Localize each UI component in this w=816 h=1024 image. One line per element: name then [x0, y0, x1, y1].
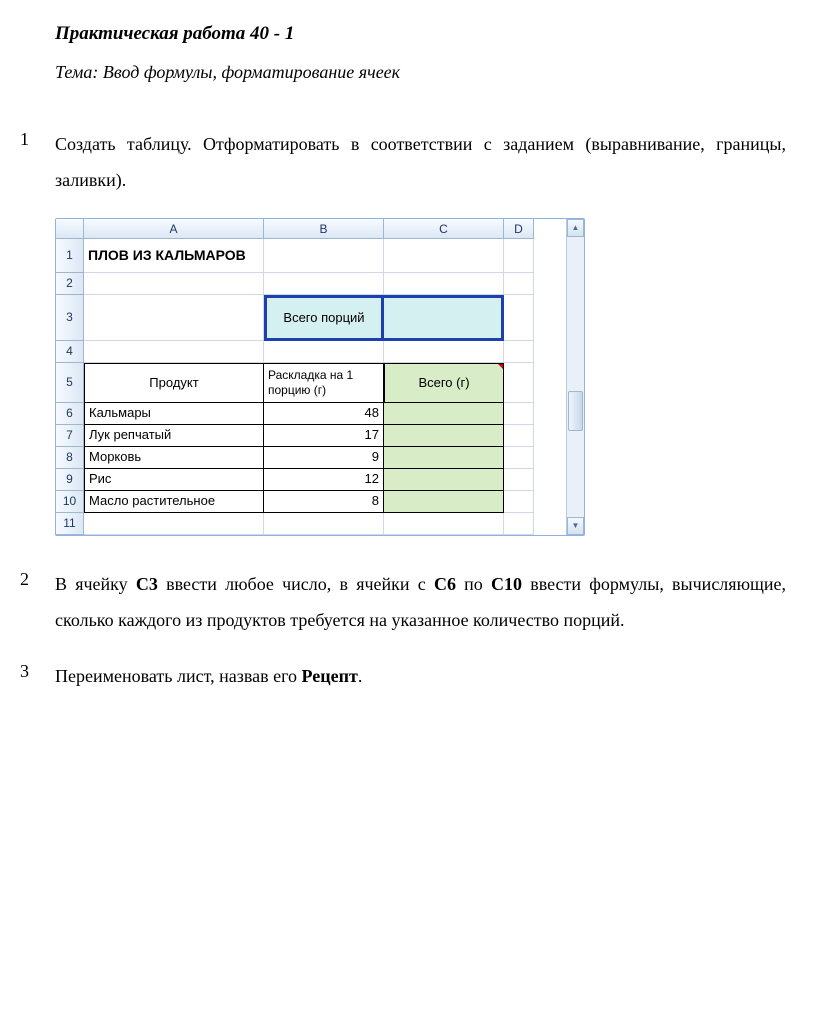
cell-b7[interactable]: 17 — [264, 425, 384, 447]
col-header-a[interactable]: A — [84, 219, 264, 239]
cell-b3[interactable]: Всего порций — [264, 295, 384, 341]
scroll-thumb[interactable] — [568, 391, 583, 431]
cell-b11[interactable] — [264, 513, 384, 535]
cell-c11[interactable] — [384, 513, 504, 535]
t2-bold2: С6 — [434, 574, 456, 594]
cell-b4[interactable] — [264, 341, 384, 363]
cell-a7[interactable]: Лук репчатый — [84, 425, 264, 447]
t2-part2: ввести любое число, в ячейки с — [158, 574, 434, 594]
row-4: 4 — [56, 341, 566, 363]
cell-c8[interactable] — [384, 447, 504, 469]
cell-d1[interactable] — [504, 239, 534, 273]
cell-b5[interactable]: Раскладка на 1 порцию (г) — [264, 363, 384, 403]
doc-title: Практическая работа 40 - 1 — [55, 20, 786, 49]
cell-d3[interactable] — [504, 295, 534, 341]
row-6: 6 Кальмары 48 — [56, 403, 566, 425]
row-header-9[interactable]: 9 — [56, 469, 84, 491]
row-header-10[interactable]: 10 — [56, 491, 84, 513]
cell-d4[interactable] — [504, 341, 534, 363]
col-header-c[interactable]: C — [384, 219, 504, 239]
task-1-num: 1 — [20, 126, 40, 198]
cell-a3[interactable] — [84, 295, 264, 341]
scroll-up-icon[interactable]: ▲ — [567, 219, 584, 237]
task-3-text: Переименовать лист, назвав его Рецепт. — [40, 658, 786, 694]
cell-d9[interactable] — [504, 469, 534, 491]
cell-b6[interactable]: 48 — [264, 403, 384, 425]
cell-a4[interactable] — [84, 341, 264, 363]
cell-a5[interactable]: Продукт — [84, 363, 264, 403]
t3-bold1: Рецепт — [302, 666, 358, 686]
row-header-1[interactable]: 1 — [56, 239, 84, 273]
cell-b10[interactable]: 8 — [264, 491, 384, 513]
vertical-scrollbar[interactable]: ▲ ▼ — [566, 219, 584, 535]
cell-a2[interactable] — [84, 273, 264, 295]
row-header-3[interactable]: 3 — [56, 295, 84, 341]
row-header-2[interactable]: 2 — [56, 273, 84, 295]
cell-c10[interactable] — [384, 491, 504, 513]
row-2: 2 — [56, 273, 566, 295]
cell-b9[interactable]: 12 — [264, 469, 384, 491]
task-2-num: 2 — [20, 566, 40, 638]
cell-d5[interactable] — [504, 363, 534, 403]
row-header-5[interactable]: 5 — [56, 363, 84, 403]
task-2: 2 В ячейку С3 ввести любое число, в ячей… — [20, 566, 786, 638]
cell-c7[interactable] — [384, 425, 504, 447]
row-3: 3 Всего порций — [56, 295, 566, 341]
excel-screenshot: A B C D 1 ПЛОВ ИЗ КАЛЬМАРОВ 2 — [55, 218, 585, 536]
task-2-text: В ячейку С3 ввести любое число, в ячейки… — [40, 566, 786, 638]
row-5: 5 Продукт Раскладка на 1 порцию (г) Всег… — [56, 363, 566, 403]
task-1-text: Создать таблицу. Отформатировать в соотв… — [40, 126, 786, 198]
cell-b2[interactable] — [264, 273, 384, 295]
cell-d2[interactable] — [504, 273, 534, 295]
cell-d6[interactable] — [504, 403, 534, 425]
cell-a10[interactable]: Масло растительное — [84, 491, 264, 513]
cell-c3[interactable] — [384, 295, 504, 341]
cell-c1[interactable] — [384, 239, 504, 273]
task-3: 3 Переименовать лист, назвав его Рецепт. — [20, 658, 786, 694]
cell-d8[interactable] — [504, 447, 534, 469]
cell-d10[interactable] — [504, 491, 534, 513]
row-header-6[interactable]: 6 — [56, 403, 84, 425]
col-header-b[interactable]: B — [264, 219, 384, 239]
cell-b8[interactable]: 9 — [264, 447, 384, 469]
task-1: 1 Создать таблицу. Отформатировать в соо… — [20, 126, 786, 198]
select-all-corner[interactable] — [56, 219, 84, 239]
row-11: 11 — [56, 513, 566, 535]
row-7: 7 Лук репчатый 17 — [56, 425, 566, 447]
t2-part3: по — [456, 574, 491, 594]
col-headers: A B C D — [56, 219, 566, 239]
cell-d11[interactable] — [504, 513, 534, 535]
cell-d7[interactable] — [504, 425, 534, 447]
cell-b1[interactable] — [264, 239, 384, 273]
cell-a9[interactable]: Рис — [84, 469, 264, 491]
cell-c9[interactable] — [384, 469, 504, 491]
doc-theme: Тема: Ввод формулы, форматирование ячеек — [55, 59, 786, 86]
cell-a1[interactable]: ПЛОВ ИЗ КАЛЬМАРОВ — [84, 239, 264, 273]
cell-a11[interactable] — [84, 513, 264, 535]
row-8: 8 Морковь 9 — [56, 447, 566, 469]
col-header-d[interactable]: D — [504, 219, 534, 239]
row-header-11[interactable]: 11 — [56, 513, 84, 535]
scroll-down-icon[interactable]: ▼ — [567, 517, 584, 535]
row-9: 9 Рис 12 — [56, 469, 566, 491]
cell-c6[interactable] — [384, 403, 504, 425]
cell-c4[interactable] — [384, 341, 504, 363]
cell-a6[interactable]: Кальмары — [84, 403, 264, 425]
t2-bold3: С10 — [491, 574, 522, 594]
task-3-num: 3 — [20, 658, 40, 694]
scroll-track[interactable] — [567, 237, 584, 517]
t2-bold1: С3 — [136, 574, 158, 594]
row-header-8[interactable]: 8 — [56, 447, 84, 469]
cell-c5[interactable]: Всего (г) — [384, 363, 504, 403]
cell-c2[interactable] — [384, 273, 504, 295]
t3-part2: . — [358, 666, 363, 686]
cell-a8[interactable]: Морковь — [84, 447, 264, 469]
row-10: 10 Масло растительное 8 — [56, 491, 566, 513]
row-header-7[interactable]: 7 — [56, 425, 84, 447]
row-1: 1 ПЛОВ ИЗ КАЛЬМАРОВ — [56, 239, 566, 273]
row-header-4[interactable]: 4 — [56, 341, 84, 363]
t3-part1: Переименовать лист, назвав его — [55, 666, 302, 686]
t2-part1: В ячейку — [55, 574, 136, 594]
